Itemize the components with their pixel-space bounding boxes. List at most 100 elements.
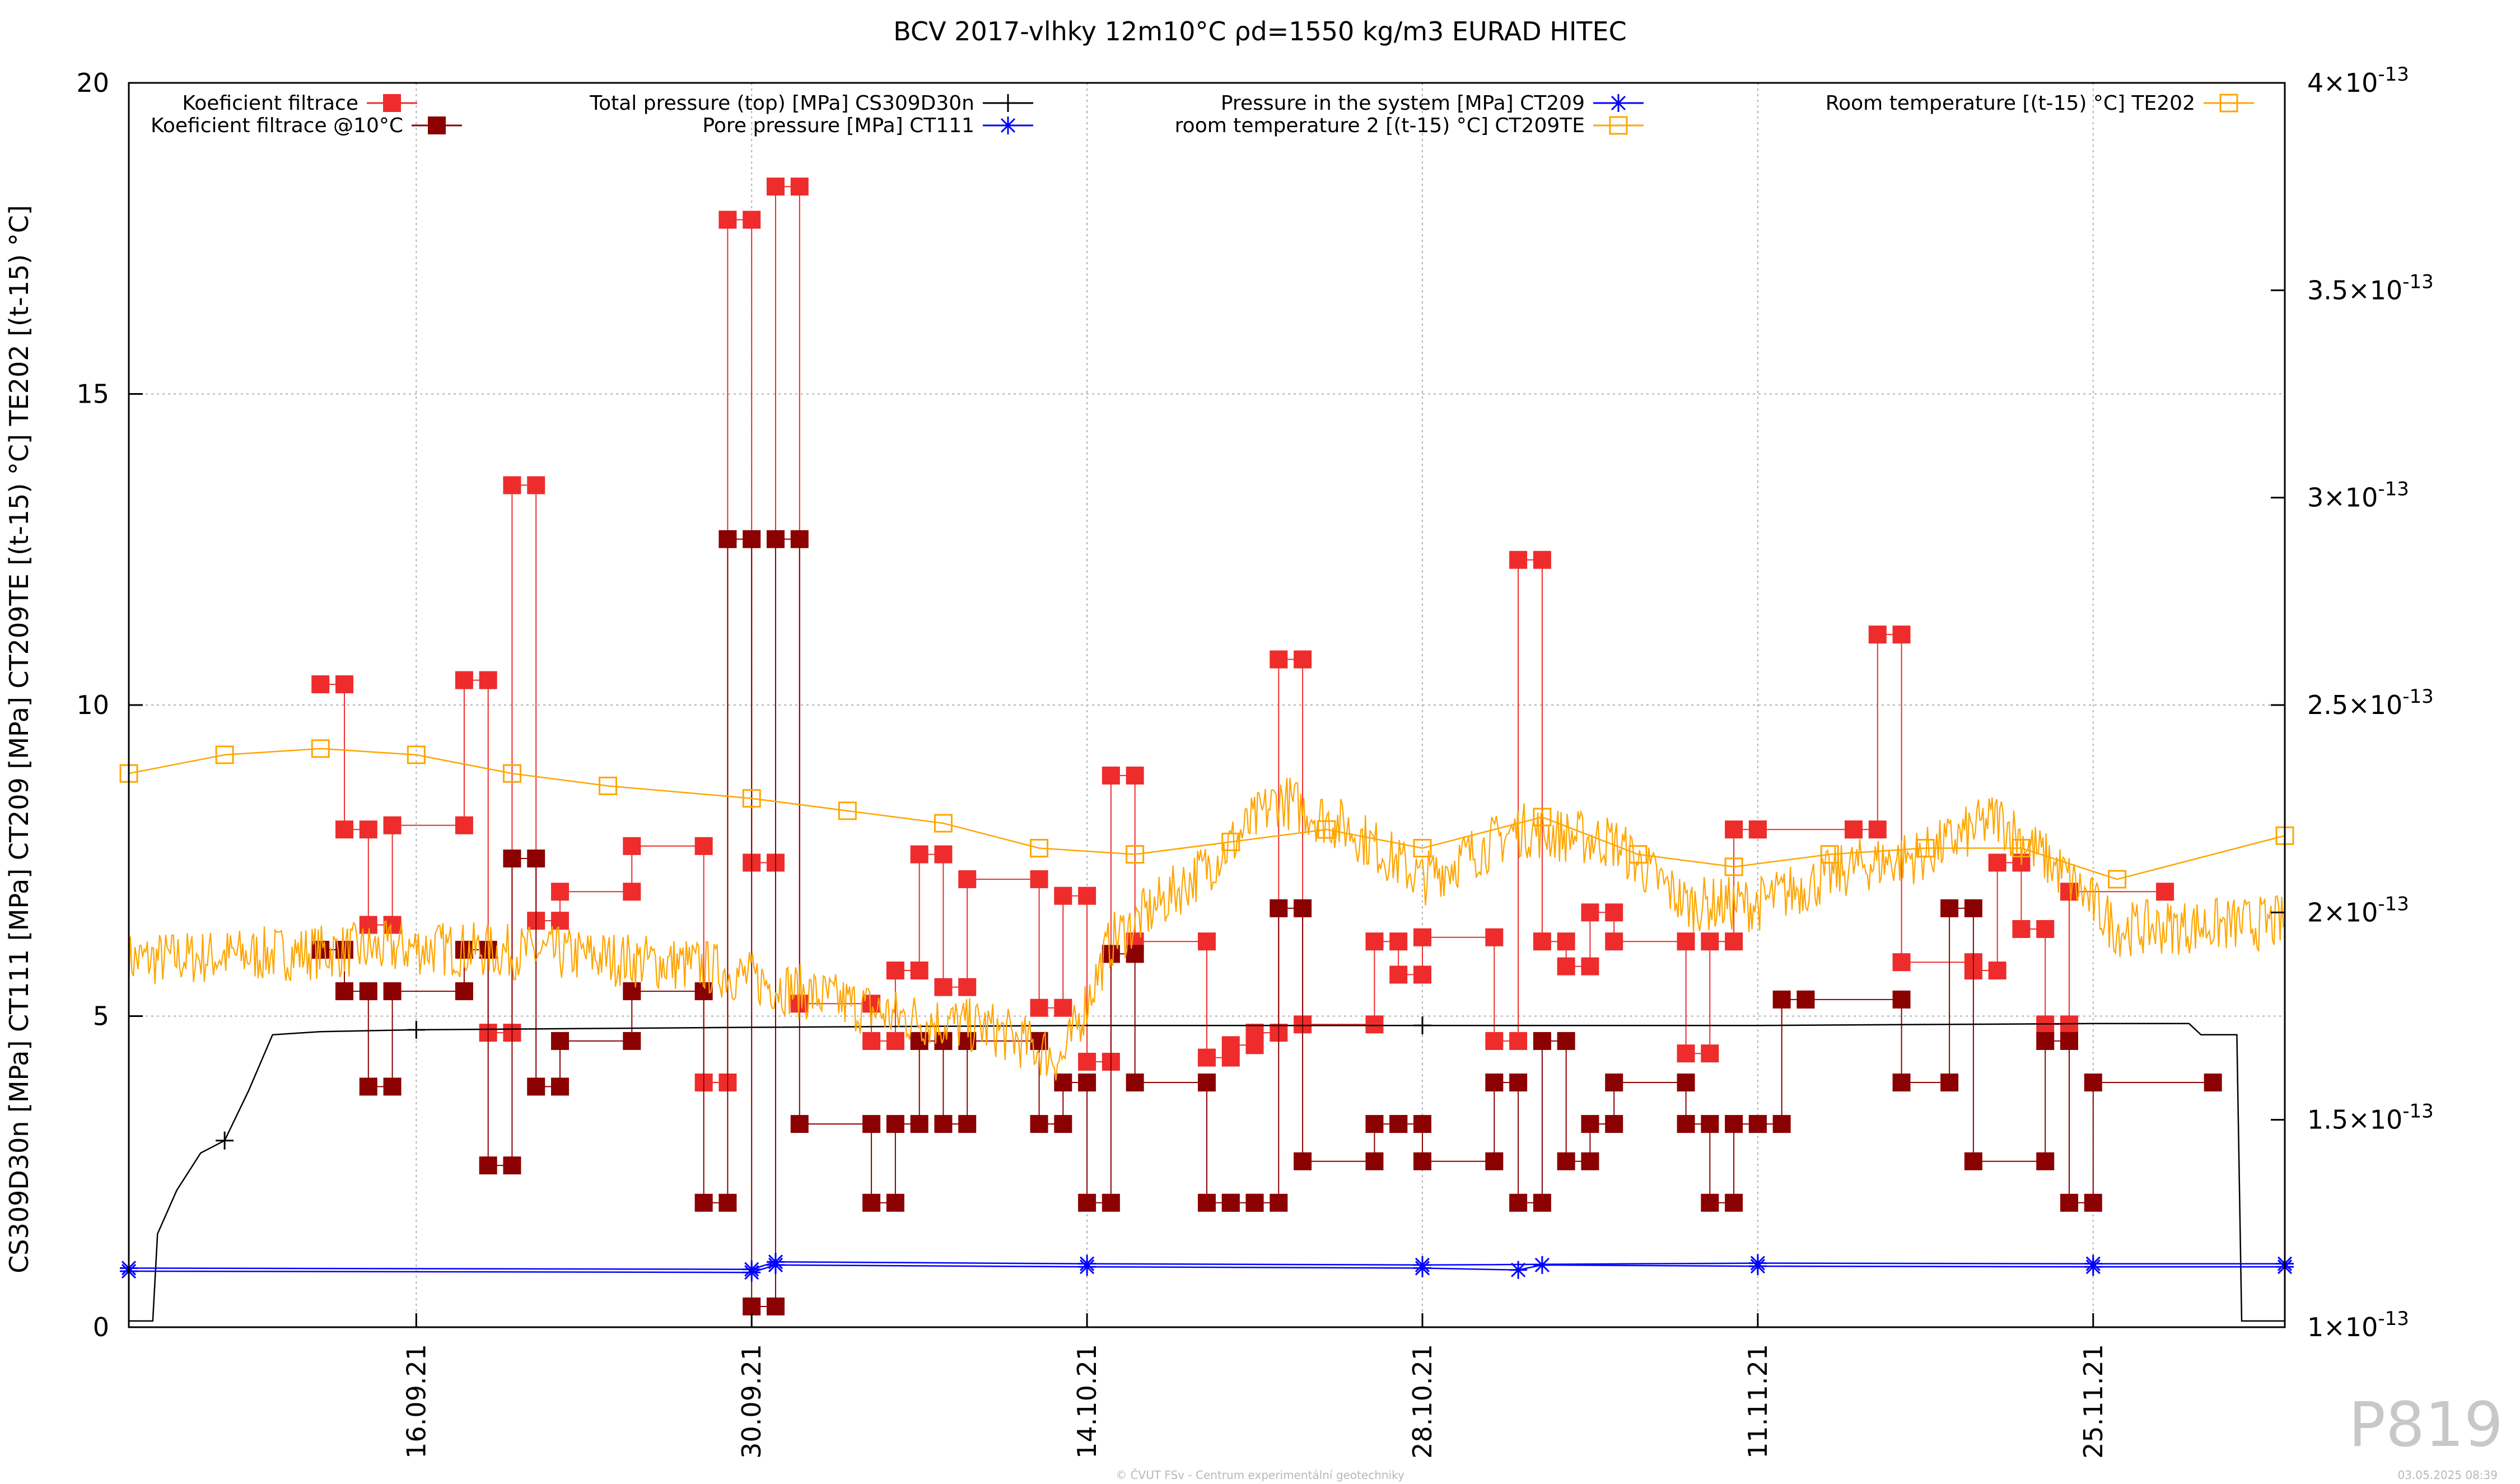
data-point	[1030, 1115, 1048, 1133]
legend-item: Total pressure (top) [MPa] CS309D30n	[589, 92, 1033, 115]
y-tick-label: 10	[76, 690, 109, 720]
data-point	[1485, 1032, 1504, 1050]
data-point	[1605, 903, 1623, 922]
data-point	[1485, 1074, 1504, 1092]
data-point	[1581, 957, 1599, 976]
data-point	[886, 1115, 904, 1133]
data-point	[886, 1032, 904, 1050]
marker-stroke	[744, 1262, 759, 1277]
data-point	[1030, 839, 1049, 858]
data-point	[1198, 1048, 1216, 1067]
data-point	[1677, 1115, 1695, 1133]
data-point	[910, 1115, 928, 1133]
data-point	[718, 530, 737, 548]
data-point	[1365, 1115, 1384, 1133]
data-point	[1605, 1115, 1623, 1133]
data-point	[1892, 953, 1911, 972]
data-point	[2060, 1193, 2078, 1212]
data-point	[694, 1193, 713, 1212]
data-point	[1126, 766, 1144, 785]
data-point	[527, 476, 545, 494]
data-point	[1701, 932, 1719, 951]
data-point	[767, 1297, 785, 1315]
series-line	[320, 186, 2166, 1083]
series-koeficient-filtrace-10-c	[311, 530, 2222, 1315]
data-point	[1557, 1152, 1575, 1170]
data-point	[1509, 1193, 1528, 1212]
data-point	[790, 178, 809, 196]
data-point	[743, 530, 761, 548]
data-point	[767, 1253, 785, 1271]
data-point	[1581, 1152, 1599, 1170]
y2-tick-label: 1×10-13	[2307, 1308, 2409, 1342]
y-tick-label: 0	[93, 1312, 109, 1342]
data-point	[1294, 650, 1312, 669]
data-point	[1389, 965, 1408, 984]
data-point	[1748, 1254, 1767, 1272]
data-point	[2219, 94, 2238, 113]
data-point	[383, 982, 402, 1001]
data-point	[1724, 857, 1743, 876]
data-point	[335, 982, 353, 1001]
y-tick-label: 5	[93, 1001, 109, 1032]
legend-item: Pore pressure [MPa] CT111	[702, 114, 1033, 137]
data-point	[1413, 1152, 1431, 1170]
data-point	[1581, 1115, 1599, 1133]
watermark: P819	[2348, 1389, 2503, 1460]
data-point	[503, 1156, 521, 1175]
data-point	[2012, 920, 2031, 938]
data-point	[1389, 1115, 1408, 1133]
data-point	[1725, 932, 1743, 951]
data-point	[718, 211, 737, 229]
data-point	[1725, 1115, 1743, 1133]
data-point	[2012, 839, 2031, 858]
data-point	[623, 837, 641, 855]
data-point	[1389, 932, 1408, 951]
data-point	[428, 116, 446, 134]
data-point	[1078, 1074, 1096, 1092]
data-point	[1102, 766, 1120, 785]
data-point	[1365, 1015, 1384, 1034]
data-point	[1725, 820, 1743, 839]
x-tick-label: 30.09.21	[736, 1344, 767, 1459]
data-point	[743, 1297, 761, 1315]
data-point	[2060, 883, 2078, 901]
data-point	[455, 982, 473, 1001]
data-point	[1294, 899, 1312, 917]
data-point	[1270, 1193, 1288, 1212]
series-line	[128, 1264, 2285, 1273]
data-point	[1509, 1261, 1528, 1279]
series-line	[128, 1261, 2285, 1270]
data-point	[2036, 920, 2055, 938]
legend-item: Pressure in the system [MPa] CT209	[1221, 92, 1644, 115]
data-point	[2108, 870, 2127, 889]
x-tick-label: 28.10.21	[1407, 1344, 1438, 1459]
data-point	[1509, 550, 1528, 569]
data-point	[383, 1077, 402, 1096]
data-point	[1126, 845, 1145, 864]
legend-label: Room temperature [(t-15) °C] TE202	[1826, 92, 2195, 115]
data-point	[1509, 1032, 1528, 1050]
data-point	[551, 1077, 569, 1096]
legend-item: Koeficient filtrace @10°C	[151, 114, 462, 137]
legend-label: Koeficient filtrace	[182, 92, 358, 115]
data-point	[1557, 957, 1575, 976]
data-point	[2036, 1152, 2055, 1170]
data-point	[1533, 932, 1551, 951]
data-point	[1581, 903, 1599, 922]
data-point	[742, 789, 761, 808]
data-point	[1892, 1074, 1911, 1092]
data-point	[503, 476, 521, 494]
footer-date: 03.05.2025 08:39	[2397, 1468, 2498, 1482]
data-point	[551, 1032, 569, 1050]
data-point	[1940, 899, 1959, 917]
data-point	[2060, 1032, 2078, 1050]
data-point	[1245, 1193, 1264, 1212]
data-point	[407, 1020, 426, 1039]
data-point	[1078, 886, 1096, 905]
data-point	[1221, 832, 1240, 851]
data-point	[1054, 886, 1072, 905]
data-point	[1820, 845, 1839, 864]
